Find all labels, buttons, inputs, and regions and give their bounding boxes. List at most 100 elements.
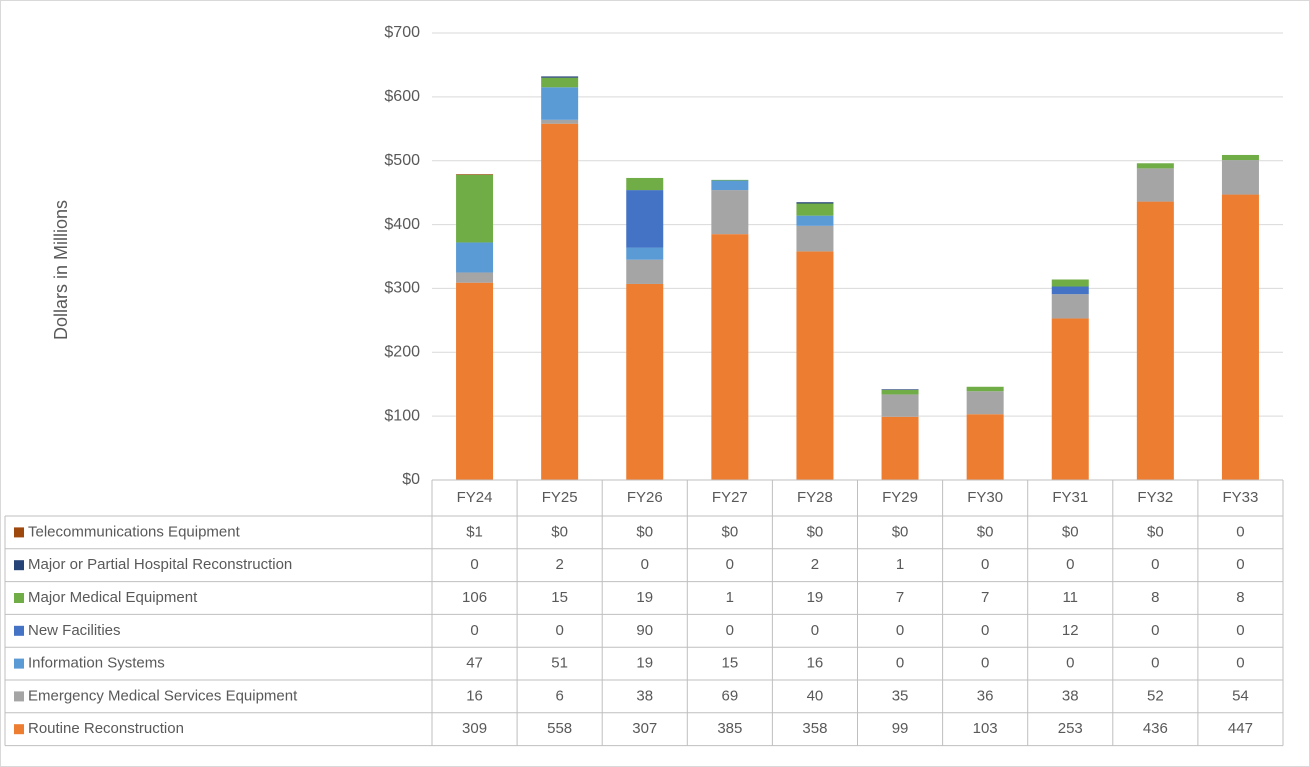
legend-swatch	[14, 625, 24, 636]
y-tick-label: $0	[402, 471, 420, 488]
x-tick-label: FY27	[712, 489, 748, 506]
table-cell: 385	[717, 720, 742, 737]
legend-swatch	[14, 658, 24, 669]
table-cell: 54	[1232, 687, 1249, 704]
bar-segment	[626, 177, 664, 191]
bar-segment	[796, 251, 834, 480]
table-cell: 307	[632, 720, 657, 737]
bar-segment	[711, 180, 749, 191]
x-tick-label: FY29	[882, 489, 918, 506]
table-cell: 47	[466, 655, 483, 672]
bar-segment	[711, 179, 749, 181]
legend-swatch	[14, 593, 24, 603]
table-cell: 19	[636, 655, 653, 672]
table-cell: 6	[555, 687, 563, 704]
bar-segment	[1136, 168, 1174, 202]
bar-segment	[1051, 279, 1089, 287]
table-cell: 69	[722, 687, 739, 704]
table-cell: 40	[807, 687, 824, 704]
table-cell: $0	[1147, 523, 1164, 540]
bar-segment	[1136, 163, 1174, 169]
table-cell: 90	[636, 622, 653, 639]
bar-segment	[626, 283, 664, 480]
x-tick-label: FY28	[797, 489, 833, 506]
table-cell: 36	[977, 687, 994, 704]
x-tick-label: FY31	[1052, 489, 1088, 506]
bar-segment	[881, 394, 919, 417]
table-cell: 7	[981, 589, 989, 606]
table-cell: 0	[726, 622, 734, 639]
table-cell: 0	[641, 556, 649, 573]
table-cell: 436	[1143, 720, 1168, 737]
bar-segment	[1136, 201, 1174, 480]
table-cell: 0	[896, 655, 904, 672]
y-tick-label: $200	[384, 344, 420, 361]
table-cell: 38	[1062, 687, 1079, 704]
legend-label: Information Systems	[28, 655, 165, 672]
table-cell: 0	[1151, 655, 1159, 672]
table-cell: 0	[470, 556, 478, 573]
bar-segment	[456, 282, 494, 480]
table-cell: 52	[1147, 687, 1164, 704]
table-cell: 0	[1236, 556, 1244, 573]
bar-segment	[626, 247, 664, 260]
table-cell: 0	[1151, 622, 1159, 639]
table-cell: 19	[636, 589, 653, 606]
table-cell: $0	[977, 523, 994, 540]
table-cell: 0	[896, 622, 904, 639]
table-cell: 1	[726, 589, 734, 606]
table-cell: 16	[807, 655, 824, 672]
x-tick-label: FY32	[1137, 489, 1173, 506]
bar-segment	[1051, 318, 1089, 480]
legend-label: New Facilities	[28, 622, 121, 639]
bar-segment	[881, 389, 919, 390]
legend-label: Routine Reconstruction	[28, 720, 184, 737]
table-cell: 15	[722, 655, 739, 672]
table-cell: 0	[981, 622, 989, 639]
bar-segment	[1221, 154, 1259, 161]
table-cell: 0	[555, 622, 563, 639]
table-cell: 0	[981, 556, 989, 573]
table-cell: 0	[1236, 622, 1244, 639]
table-cell: $1	[466, 523, 483, 540]
table-cell: 12	[1062, 622, 1079, 639]
table-cell: 7	[896, 589, 904, 606]
table-cell: 0	[1236, 655, 1244, 672]
y-tick-label: $100	[384, 407, 420, 424]
bar-segment	[881, 416, 919, 480]
legend-label: Major Medical Equipment	[28, 589, 198, 606]
bar-segment	[881, 389, 919, 395]
x-tick-label: FY25	[542, 489, 578, 506]
table-cell: 103	[973, 720, 998, 737]
bar-segment	[711, 190, 749, 235]
table-cell: 0	[811, 622, 819, 639]
table-cell: 0	[1066, 556, 1074, 573]
legend-label: Major or Partial Hospital Reconstruction	[28, 556, 292, 573]
bar-segment	[711, 234, 749, 480]
bar-segment	[1051, 294, 1089, 319]
table-cell: $0	[722, 523, 739, 540]
bar-segment	[541, 76, 579, 78]
legend-swatch	[14, 527, 24, 538]
bar-segment	[456, 242, 494, 273]
bar-segment	[796, 225, 834, 252]
table-cell: 8	[1151, 589, 1159, 606]
bar-segment	[966, 386, 1004, 392]
bar-segment	[796, 215, 834, 226]
bar-segment	[456, 174, 494, 175]
bar-segment	[626, 190, 664, 248]
table-cell: 358	[802, 720, 827, 737]
x-tick-label: FY33	[1223, 489, 1259, 506]
table-cell: 558	[547, 720, 572, 737]
table-cell: 0	[1151, 556, 1159, 573]
legend-swatch	[14, 691, 24, 702]
legend-label: Telecommunications Equipment	[28, 523, 241, 540]
table-cell: 106	[462, 589, 487, 606]
bar-segment	[796, 203, 834, 216]
legend-swatch	[14, 560, 24, 571]
y-tick-label: $400	[384, 216, 420, 233]
bar-segment	[626, 259, 664, 284]
table-cell: 15	[551, 589, 568, 606]
table-cell: 447	[1228, 720, 1253, 737]
